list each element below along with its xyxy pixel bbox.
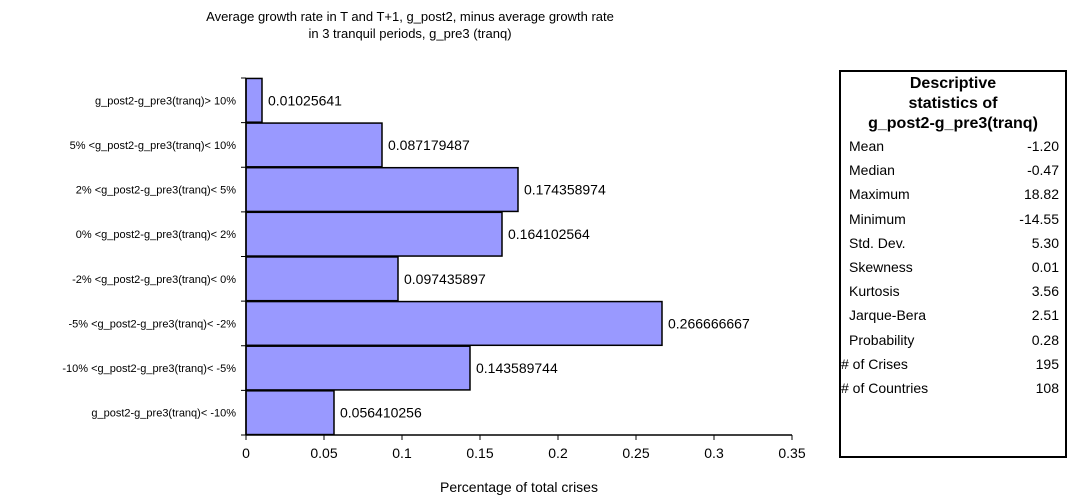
bar-2	[245, 166, 519, 213]
stats-row: Minimum -14.55	[841, 207, 1065, 231]
category-label-3: 0% <g_post2-g_pre3(tranq)< 2%	[76, 229, 236, 241]
stats-value: 5.30	[1031, 234, 1059, 251]
chart-title: Average growth rate in T and T+1, g_post…	[80, 8, 740, 42]
stats-row: # of Countries 108	[841, 376, 1065, 400]
stats-value: 108	[1035, 379, 1059, 396]
stats-value: 0.01	[1031, 258, 1059, 275]
x-tick-label-4: 0.2	[548, 445, 568, 461]
bar-5	[245, 300, 663, 347]
category-label-6: -10% <g_post2-g_pre3(tranq)< -5%	[62, 363, 236, 375]
stats-label: Probability	[849, 331, 915, 348]
bar-6	[245, 345, 471, 391]
stats-table-title: Descriptive statistics of g_post2-g_pre3…	[841, 72, 1065, 134]
x-tick-label-0: 0	[242, 445, 250, 461]
stats-value: 195	[1035, 355, 1059, 372]
x-tick-label-5: 0.25	[622, 445, 649, 461]
stats-row: Median -0.47	[841, 158, 1065, 182]
category-label-2: 2% <g_post2-g_pre3(tranq)< 5%	[76, 185, 236, 197]
stats-value: 0.28	[1031, 331, 1059, 348]
stats-value: -0.47	[1027, 162, 1059, 179]
stats-rows: Mean -1.20 Median -0.47 Maximum 18.82 Minimum -…	[841, 134, 1065, 400]
data-label-2: 0.174358974	[524, 182, 606, 198]
stats-title-line-1: Descriptive	[909, 75, 997, 92]
data-label-1: 0.087179487	[388, 137, 470, 153]
category-label-0: g_post2-g_pre3(tranq)> 10%	[95, 95, 236, 107]
x-tick-label-3: 0.15	[466, 445, 493, 461]
bar-7	[245, 390, 335, 436]
stats-row: Maximum 18.82	[841, 182, 1065, 206]
category-label-7: g_post2-g_pre3(tranq)< -10%	[91, 408, 236, 420]
stats-label: Kurtosis	[849, 283, 900, 300]
stats-row: Jarque-Bera 2.51	[841, 303, 1065, 327]
stats-label: Jarque-Bera	[849, 307, 927, 324]
stats-value: -1.20	[1027, 138, 1059, 154]
stats-row: Probability 0.28	[841, 328, 1065, 352]
stats-value: 3.56	[1031, 283, 1059, 300]
data-label-6: 0.143589744	[476, 360, 558, 376]
x-tick-label-7: 0.35	[778, 445, 805, 461]
x-axis-title: Percentage of total crises	[440, 479, 598, 495]
stats-label: Minimum	[849, 210, 906, 227]
stats-label: Median	[849, 162, 895, 179]
stats-label: Mean	[849, 138, 885, 154]
data-label-7: 0.056410256	[340, 405, 422, 421]
stats-title-line-2: statistics of	[908, 95, 998, 112]
category-label-5: -5% <g_post2-g_pre3(tranq)< -2%	[68, 318, 236, 330]
stats-row: Kurtosis 3.56	[841, 279, 1065, 303]
bar-4	[245, 256, 399, 302]
stats-label: # of Crises	[841, 355, 908, 372]
stats-value: 18.82	[1023, 186, 1059, 203]
stats-value: -14.55	[1019, 210, 1059, 227]
bar-chart: g_post2-g_pre3(tranq)> 10% 0.01025641 5% <…	[62, 77, 806, 495]
stats-label: Std. Dev.	[849, 234, 906, 251]
stats-row: # of Crises 195	[841, 352, 1065, 376]
stats-row: Std. Dev. 5.30	[841, 231, 1065, 255]
stats-row: Skewness 0.01	[841, 255, 1065, 279]
x-tick-label-2: 0.1	[392, 445, 412, 461]
stats-title-line-3: g_post2-g_pre3(tranq)	[868, 115, 1038, 132]
descriptive-statistics-table: Descriptive statistics of g_post2-g_pre3…	[839, 70, 1067, 458]
data-label-0: 0.01025641	[268, 92, 342, 108]
data-label-5: 0.266666667	[668, 315, 750, 331]
stats-label: Skewness	[849, 258, 913, 275]
category-label-1: 5% <g_post2-g_pre3(tranq)< 10%	[70, 140, 237, 152]
x-tick-label-1: 0.05	[310, 445, 337, 461]
category-label-4: -2% <g_post2-g_pre3(tranq)< 0%	[72, 274, 236, 286]
stats-label: # of Countries	[841, 379, 929, 396]
bar-3	[245, 211, 503, 257]
bar-1	[245, 122, 383, 168]
chart-title-line-1: Average growth rate in T and T+1, g_post…	[206, 9, 614, 24]
data-label-4: 0.097435897	[404, 271, 486, 287]
data-label-3: 0.164102564	[508, 226, 590, 242]
stats-label: Maximum	[849, 186, 910, 203]
chart-title-line-2: in 3 tranquil periods, g_pre3 (tranq)	[308, 26, 512, 41]
bar-0	[245, 77, 263, 123]
stats-row: Mean -1.20	[841, 134, 1065, 158]
x-tick-label-6: 0.3	[704, 445, 724, 461]
stats-value: 2.51	[1031, 307, 1059, 324]
